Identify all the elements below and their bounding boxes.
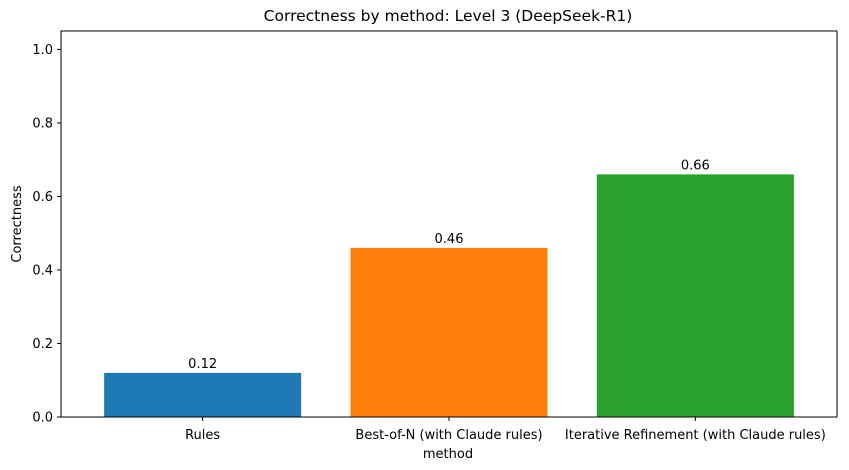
y-tick-label: 0.6	[32, 190, 53, 205]
x-tick-label: Best-of-N (with Claude rules)	[355, 428, 542, 443]
x-axis-label: method	[423, 447, 473, 462]
bar-2	[350, 247, 548, 417]
y-tick-label: 0.2	[32, 337, 53, 352]
x-tick-label: Iterative Refinement (with Claude rules)	[565, 428, 826, 443]
bar-1	[104, 372, 302, 417]
y-tick-label: 0.0	[32, 411, 53, 426]
x-tick-label: Rules	[185, 428, 220, 443]
y-tick-label: 1.0	[32, 43, 53, 58]
bar-value-label: 0.46	[435, 232, 464, 247]
y-axis-label: Correctness	[10, 185, 25, 262]
y-tick-label: 0.8	[32, 116, 53, 131]
plot-area: 0.12 0.46 0.66 0.0 0.2 0.4 0.6 0.8 1.0 Rules Best-…	[32, 30, 838, 443]
bar-3	[596, 174, 794, 417]
chart-title: Correctness by method: Level 3 (DeepSeek…	[264, 7, 633, 25]
bar-value-label: 0.66	[681, 158, 710, 173]
bar-value-label: 0.12	[188, 357, 217, 372]
y-tick-label: 0.4	[32, 263, 53, 278]
